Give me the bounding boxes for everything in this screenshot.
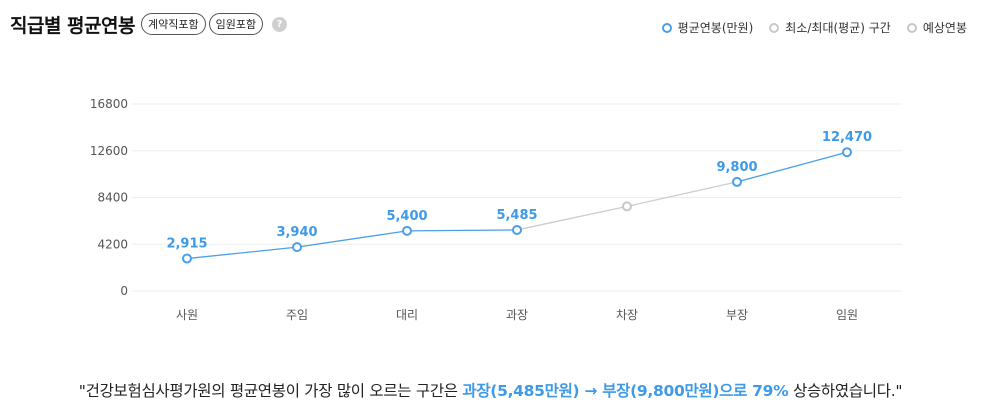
chart-legend: 평균연봉(만원) 최소/최대(평균) 구간 예상연봉 [646, 19, 967, 36]
data-label: 12,470 [822, 130, 872, 145]
expected-salary-point [622, 201, 632, 212]
y-tick-label: 12600 [90, 144, 128, 158]
chart-title: 직급별 평균연봉 [10, 14, 135, 37]
summary-prefix: "건강보험심사평가원의 평균연봉이 가장 많이 오르는 구간은 [78, 382, 463, 400]
legend-label: 평균연봉(만원) [677, 21, 754, 35]
legend-item-expected-salary[interactable]: 예상연봉 [906, 19, 967, 36]
legend-circle-icon [661, 22, 672, 33]
average-salary-point [402, 225, 412, 236]
x-tick-label: 과장 [506, 308, 528, 322]
data-label: 3,940 [276, 225, 317, 240]
x-tick-label: 차장 [616, 308, 638, 322]
x-tick-label: 대리 [396, 308, 418, 322]
average-salary-point [182, 253, 192, 264]
legend-item-average-salary[interactable]: 평균연봉(만원) [661, 19, 754, 36]
executive-included-tag[interactable]: 임원포함 [208, 13, 264, 35]
help-icon[interactable]: ? [272, 16, 288, 32]
legend-label: 최소/최대(평균) 구간 [785, 21, 891, 35]
legend-circle-icon [906, 22, 917, 33]
data-label: 9,800 [716, 160, 757, 175]
y-tick-label: 0 [120, 284, 128, 298]
average-salary-line [186, 229, 518, 260]
y-tick-label: 16800 [90, 97, 128, 111]
x-tick-label: 부장 [726, 308, 748, 322]
summary-text: "건강보험심사평가원의 평균연봉이 가장 많이 오르는 구간은 과장(5,485… [0, 379, 981, 401]
average-salary-point [842, 147, 852, 158]
legend-label: 예상연봉 [922, 21, 967, 35]
average-salary-point [732, 176, 742, 187]
data-label: 2,915 [166, 237, 207, 252]
average-salary-line [736, 151, 848, 183]
chart-header: 직급별 평균연봉 계약직포함 임원포함 ? [10, 10, 288, 38]
average-salary-point [512, 224, 522, 235]
x-tick-label: 임원 [836, 308, 858, 322]
y-tick-label: 8400 [97, 191, 128, 205]
contract-included-tag[interactable]: 계약직포함 [140, 13, 206, 35]
y-tick-label: 4200 [97, 237, 128, 251]
summary-highlight: 과장(5,485만원) → 부장(9,800만원)으로 79% [462, 382, 789, 400]
x-tick-label: 사원 [176, 308, 198, 322]
x-tick-label: 주임 [286, 308, 308, 322]
average-salary-point [292, 242, 302, 253]
salary-line-chart: 16800 12600 8400 4200 0 사원 주임 대리 과장 차장 부장 임원 2,915 3,… [90, 97, 902, 322]
summary-suffix: 상승하였습니다." [788, 382, 903, 400]
legend-circle-icon [769, 22, 780, 33]
legend-item-min-max-range[interactable]: 최소/최대(평균) 구간 [769, 19, 891, 36]
data-label: 5,400 [386, 209, 427, 224]
data-label: 5,485 [496, 208, 537, 223]
